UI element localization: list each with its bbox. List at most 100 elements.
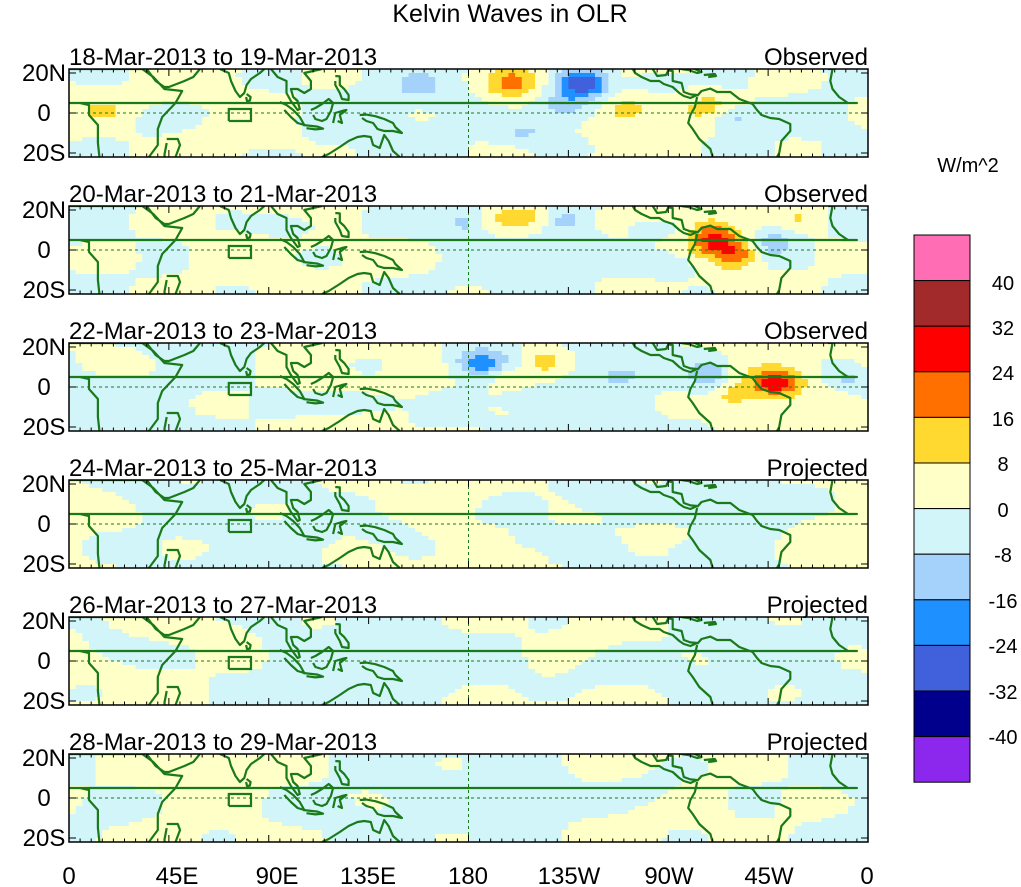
panel-kind-label: Projected xyxy=(767,729,868,756)
colorbar-label-neg40: -40 xyxy=(989,727,1018,749)
panel-date-range: 24-Mar-2013 to 25-Mar-2013 xyxy=(69,455,377,482)
colorbar-label-neg24: -24 xyxy=(989,636,1018,658)
lat-label-0: 0 xyxy=(37,785,50,812)
lat-label-20s: 20S xyxy=(23,277,66,304)
java-coast xyxy=(303,123,325,131)
sri-lanka-coast xyxy=(245,230,252,240)
south-america-west-coast xyxy=(687,507,714,568)
new-guinea-coast xyxy=(359,387,403,409)
lat-label-20n: 20N xyxy=(22,60,66,87)
se-asia-coast xyxy=(270,69,323,112)
se-asia-coast xyxy=(270,206,323,249)
cuba-coast xyxy=(679,480,703,486)
colorbar-swatch-12 xyxy=(913,736,971,783)
se-asia-coast xyxy=(270,754,323,797)
lat-label-20n: 20N xyxy=(22,334,66,361)
panel-1: 18-Mar-2013 to 19-Mar-2013 Observed 20N 0 20… xyxy=(22,44,869,167)
arabia-coast xyxy=(145,480,201,500)
borneo-coast xyxy=(310,371,335,397)
cuba-coast xyxy=(679,69,703,75)
new-guinea-coast xyxy=(359,661,403,683)
sumatra-coast xyxy=(279,648,306,675)
central-america-coast xyxy=(631,617,699,648)
sri-lanka-coast xyxy=(245,367,252,377)
maldives-box xyxy=(227,518,253,534)
new-guinea-coast xyxy=(359,798,403,820)
sumatra-coast xyxy=(279,511,306,538)
lon-label-135w: 135W xyxy=(538,863,601,887)
philippines-coast xyxy=(334,348,350,376)
colorbar-swatch-11 xyxy=(913,690,971,738)
borneo-coast xyxy=(310,97,335,123)
south-america-west-coast xyxy=(687,233,714,294)
hispaniola-coast xyxy=(703,209,718,216)
arabia-coast xyxy=(145,343,201,363)
lat-label-20n: 20N xyxy=(22,471,66,498)
south-america-west-coast xyxy=(687,370,714,431)
java-coast xyxy=(303,808,325,816)
maldives-box xyxy=(227,244,253,260)
panel-kind-label: Projected xyxy=(767,592,868,619)
maldives-box xyxy=(227,381,253,397)
sumatra-coast xyxy=(279,785,306,812)
colorbar-swatch-9 xyxy=(913,599,971,646)
se-asia-coast xyxy=(270,343,323,386)
new-guinea-coast xyxy=(359,524,403,546)
java-coast xyxy=(303,397,325,405)
panel-2: 20-Mar-2013 to 21-Mar-2013 Observed 20N 0 20… xyxy=(22,181,869,304)
central-america-coast xyxy=(631,206,699,237)
lat-label-20s: 20S xyxy=(23,551,66,578)
hispaniola-coast xyxy=(703,620,718,627)
madagascar-coast xyxy=(163,822,182,842)
colorbar-swatch-5 xyxy=(913,416,971,464)
se-asia-coast xyxy=(270,480,323,523)
maldives-box xyxy=(227,792,253,808)
colorbar-label-24: 24 xyxy=(992,363,1014,385)
new-guinea-coast xyxy=(359,113,403,135)
colorbar-label-0: 0 xyxy=(997,500,1008,522)
sri-lanka-coast xyxy=(245,93,252,103)
anomaly-field xyxy=(69,754,869,843)
lat-label-0: 0 xyxy=(37,100,50,127)
central-america-coast xyxy=(631,343,699,374)
panel-date-range: 18-Mar-2013 to 19-Mar-2013 xyxy=(69,44,377,71)
lon-label-90w: 90W xyxy=(644,863,694,887)
panel-kind-label: Observed xyxy=(764,318,868,345)
india-coast xyxy=(219,69,266,99)
colorbar-swatch-6 xyxy=(913,462,971,510)
colorbar-swatch-10 xyxy=(913,644,971,692)
se-asia-coast xyxy=(270,617,323,660)
borneo-coast xyxy=(310,234,335,260)
map-panels: 18-Mar-2013 to 19-Mar-2013 Observed 20N 0 20… xyxy=(22,44,869,852)
australia-coast xyxy=(321,681,401,705)
panel-kind-label: Observed xyxy=(764,44,868,71)
colorbar-units: W/m^2 xyxy=(937,155,999,177)
anomaly-field xyxy=(69,343,869,432)
colorbar-swatch-2 xyxy=(913,280,971,327)
coastlines xyxy=(69,754,859,842)
sumatra-coast xyxy=(279,237,306,264)
panel-date-range: 20-Mar-2013 to 21-Mar-2013 xyxy=(69,181,377,208)
borneo-coast xyxy=(310,782,335,808)
india-coast xyxy=(219,206,266,236)
arabia-coast xyxy=(145,754,201,774)
australia-coast xyxy=(321,544,401,568)
colorbar-label-16: 16 xyxy=(992,409,1014,431)
sumatra-coast xyxy=(279,374,306,401)
colorbar-swatch-7 xyxy=(913,508,971,555)
lon-label-90e: 90E xyxy=(256,863,299,887)
panel-3: 22-Mar-2013 to 23-Mar-2013 Observed 20N 0 20… xyxy=(22,318,869,441)
madagascar-coast xyxy=(163,685,182,705)
colorbar-swatch-3 xyxy=(913,325,971,373)
south-america-west-coast xyxy=(687,644,714,705)
sri-lanka-coast xyxy=(245,778,252,788)
lat-label-0: 0 xyxy=(37,511,50,538)
central-america-coast xyxy=(631,754,699,785)
panel-date-range: 22-Mar-2013 to 23-Mar-2013 xyxy=(69,318,377,345)
cuba-coast xyxy=(679,343,703,349)
panel-4: 24-Mar-2013 to 25-Mar-2013 Projected 20N 0 2… xyxy=(22,455,869,578)
maldives-box xyxy=(227,107,253,123)
lat-label-20s: 20S xyxy=(23,688,66,715)
lon-label-180: 180 xyxy=(448,863,488,887)
lat-label-20s: 20S xyxy=(23,140,66,167)
